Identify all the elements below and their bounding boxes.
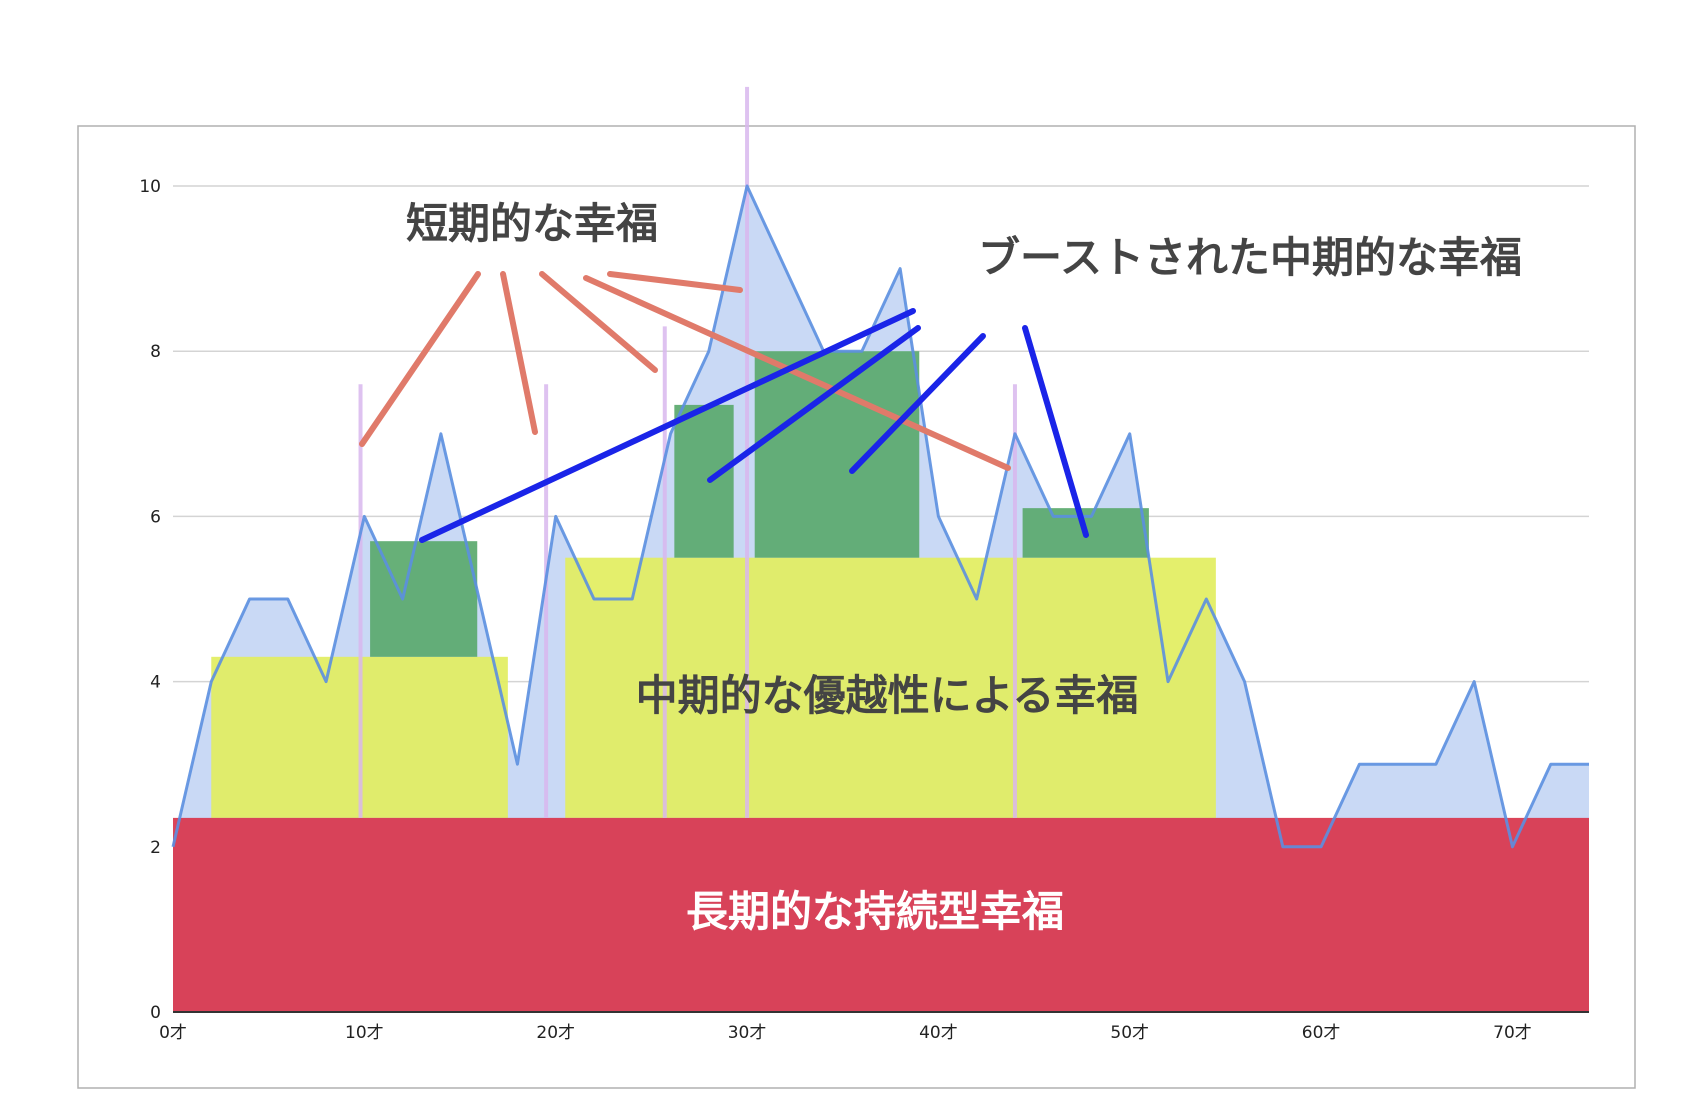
label-mid-term: 中期的な優越性による幸福 bbox=[636, 671, 1139, 720]
x-tick-label: 40才 bbox=[919, 1023, 958, 1043]
boosted-band-2 bbox=[674, 404, 734, 558]
boosted-band-1 bbox=[370, 541, 478, 657]
label-short-term: 短期的な幸福 bbox=[406, 199, 658, 248]
label-long-term: 長期的な持続型幸福 bbox=[686, 887, 1064, 936]
long-term-band-rect bbox=[173, 817, 1589, 1012]
x-tick-label: 10才 bbox=[345, 1023, 384, 1043]
boosted-pointer-1 bbox=[419, 308, 916, 543]
x-tick-label: 0才 bbox=[159, 1023, 187, 1043]
y-tick-label: 10 bbox=[139, 177, 161, 197]
boosted-bands bbox=[370, 351, 1149, 657]
x-tick-label: 60才 bbox=[1302, 1023, 1341, 1043]
y-tick-label: 2 bbox=[150, 838, 161, 858]
short-term-pointer-3 bbox=[539, 271, 658, 373]
y-tick-label: 6 bbox=[150, 507, 161, 527]
short-term-pointer-2 bbox=[500, 271, 538, 435]
y-tick-label: 8 bbox=[150, 342, 161, 362]
boosted-pointer-4 bbox=[1022, 325, 1089, 538]
boosted-pointer-2 bbox=[707, 325, 921, 483]
short-term-pointer-5 bbox=[607, 271, 743, 293]
annotation-lines bbox=[359, 271, 1089, 543]
x-axis-ticks: 0才 10才 20才 30才 40才 50才 60才 70才 bbox=[159, 1011, 1589, 1043]
y-axis-ticks: 0 2 4 6 8 10 bbox=[139, 177, 161, 1023]
x-tick-label: 70才 bbox=[1493, 1023, 1532, 1043]
mid-term-band-2 bbox=[565, 557, 1216, 818]
long-term-band bbox=[173, 817, 1589, 1012]
boosted-pointer-3 bbox=[849, 333, 986, 474]
y-tick-label: 0 bbox=[150, 1003, 161, 1023]
happiness-line-path bbox=[171, 184, 1589, 849]
x-tick-label: 20才 bbox=[536, 1023, 575, 1043]
label-boosted: ブーストされた中期的な幸福 bbox=[978, 233, 1522, 282]
y-tick-label: 4 bbox=[150, 673, 161, 693]
x-tick-label: 30才 bbox=[728, 1023, 767, 1043]
boosted-band-3 bbox=[754, 351, 920, 558]
short-term-pointer-1 bbox=[359, 271, 481, 447]
x-tick-label: 50才 bbox=[1110, 1023, 1149, 1043]
happiness-line bbox=[171, 184, 1589, 849]
short-term-pointer-4 bbox=[583, 275, 1011, 471]
